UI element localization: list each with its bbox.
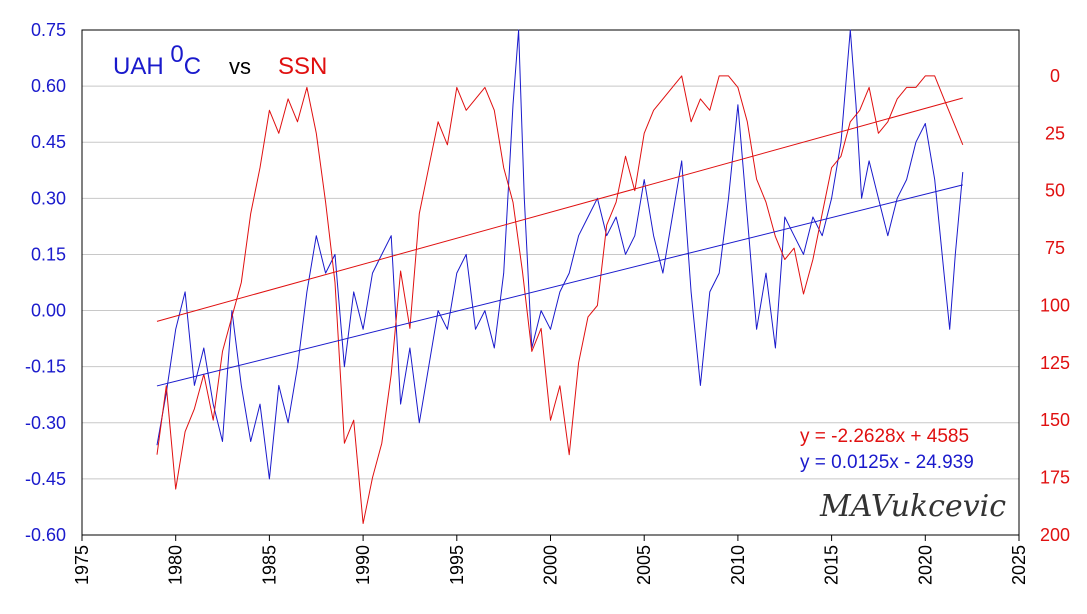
left-tick-label: -0.45 bbox=[25, 469, 66, 489]
x-tick-label: 1995 bbox=[447, 545, 467, 585]
right-tick-label: 150 bbox=[1040, 410, 1070, 430]
uah-trendline bbox=[156, 184, 963, 387]
legend-ssn-label: SSN bbox=[278, 53, 327, 80]
legend-uah-label: UAH bbox=[113, 53, 170, 80]
left-tick-label: 0.00 bbox=[31, 301, 66, 321]
right-tick-label: 200 bbox=[1040, 525, 1070, 545]
legend-uah-unit: C bbox=[184, 53, 201, 80]
left-tick-label: 0.60 bbox=[31, 76, 66, 96]
left-axis-ticks: 0.75 0.60 0.45 0.30 0.15 0.00 -0.15 -0.30 -0.45 -… bbox=[25, 20, 66, 545]
ssn-trend-equation: y = -2.2628x + 4585 bbox=[800, 426, 969, 447]
x-axis-ticks: 1975 1980 1985 1990 1995 2000 2005 2010 2015 2020… bbox=[72, 535, 1029, 585]
gridlines bbox=[82, 85, 1019, 480]
x-tick-label: 1985 bbox=[259, 545, 279, 585]
left-tick-label: 0.45 bbox=[31, 132, 66, 152]
x-tick-label: 1980 bbox=[166, 545, 186, 585]
right-tick-label: 0 bbox=[1050, 66, 1060, 86]
right-tick-label: 25 bbox=[1045, 123, 1065, 143]
series-uah-line bbox=[156, 29, 964, 480]
left-tick-label: -0.30 bbox=[25, 413, 66, 433]
legend-vs-label: vs bbox=[229, 54, 251, 79]
trendline-layer bbox=[156, 97, 963, 387]
uah-trend-equation: y = 0.0125x - 24.939 bbox=[800, 452, 974, 473]
left-tick-label: 0.75 bbox=[31, 20, 66, 40]
x-tick-label: 2010 bbox=[728, 545, 748, 585]
x-tick-label: 2000 bbox=[541, 545, 561, 585]
x-tick-label: 2015 bbox=[822, 545, 842, 585]
right-tick-label: 125 bbox=[1040, 353, 1070, 373]
left-tick-label: 0.30 bbox=[31, 188, 66, 208]
x-tick-label: 1975 bbox=[72, 545, 92, 585]
left-tick-label: -0.15 bbox=[25, 357, 66, 377]
series-layer bbox=[156, 29, 964, 524]
author-signature: MAVukcevic bbox=[819, 489, 1006, 524]
left-tick-label: 0.15 bbox=[31, 244, 66, 264]
x-tick-label: 2020 bbox=[915, 545, 935, 585]
x-tick-label: 2005 bbox=[634, 545, 654, 585]
x-tick-label: 2025 bbox=[1009, 545, 1029, 585]
left-tick-label: -0.60 bbox=[25, 525, 66, 545]
right-tick-label: 100 bbox=[1040, 295, 1070, 315]
series-ssn-line bbox=[156, 75, 964, 524]
x-tick-label: 1990 bbox=[353, 545, 373, 585]
right-tick-label: 175 bbox=[1040, 468, 1070, 488]
ssn-trendline bbox=[156, 97, 963, 322]
right-tick-label: 75 bbox=[1045, 238, 1065, 258]
right-tick-label: 50 bbox=[1045, 181, 1065, 201]
legend-title: UAH 0C bbox=[113, 41, 201, 80]
right-axis-ticks: 0 25 50 75 100 125 150 175 200 bbox=[1040, 66, 1070, 545]
legend-uah-superscript: 0 bbox=[170, 41, 183, 68]
